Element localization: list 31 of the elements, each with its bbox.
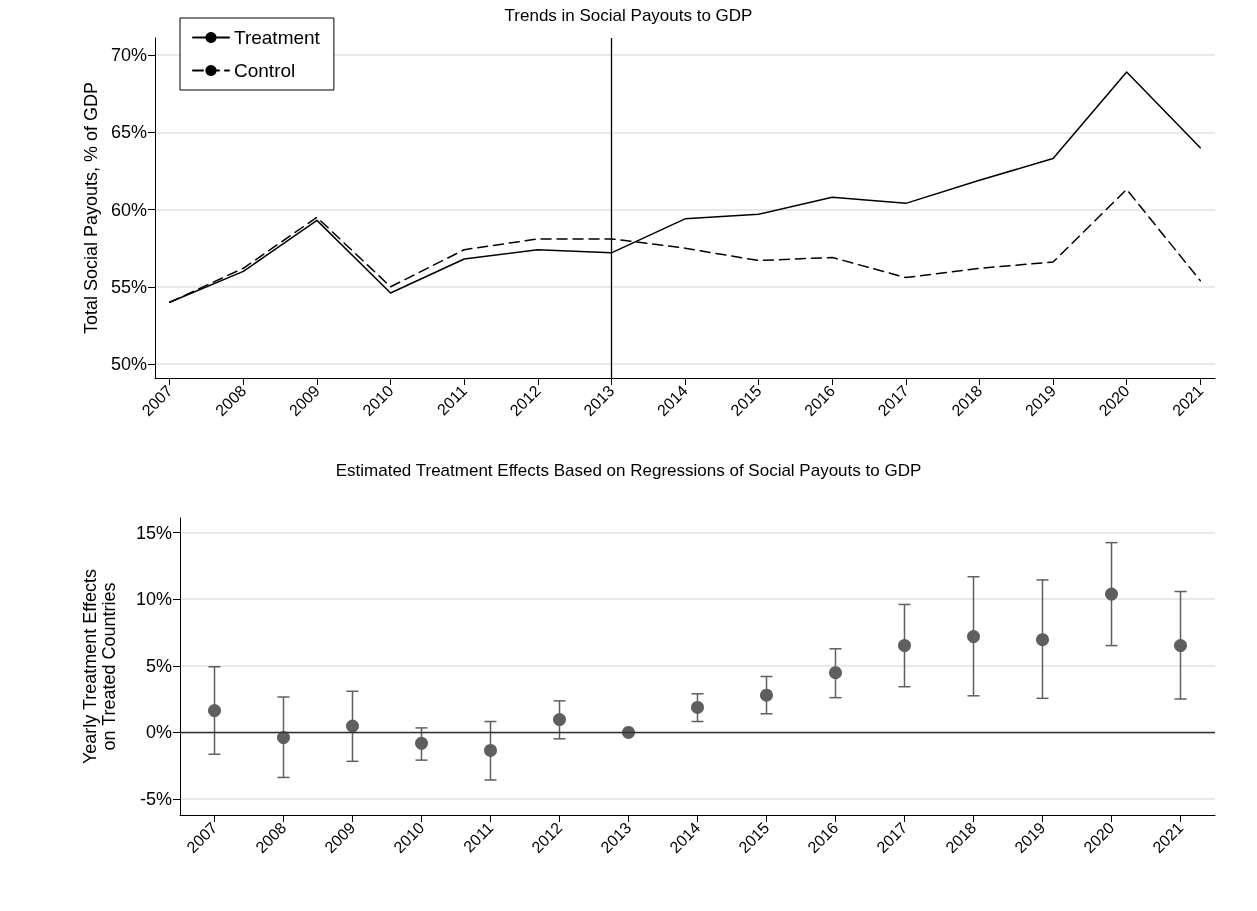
y-tick-label: 65% — [110, 122, 147, 143]
point — [1105, 587, 1118, 601]
y-tick-label: 55% — [110, 276, 147, 297]
point — [415, 736, 428, 750]
y-tick-label: 50% — [110, 354, 147, 375]
y-tick-label: 60% — [110, 199, 147, 220]
y-axis-title: Total Social Payouts, % of GDP — [80, 81, 101, 335]
y-tick-label: 15% — [135, 522, 172, 543]
y-tick-label: 5% — [145, 655, 172, 676]
y-tick-label: 0% — [145, 722, 172, 743]
point — [1174, 639, 1187, 653]
point — [691, 700, 704, 714]
point — [1036, 633, 1049, 647]
point — [277, 731, 290, 745]
point — [346, 719, 359, 733]
y-tick-label: 10% — [135, 589, 172, 610]
y-axis-title: Yearly Treatment Effects on Treated Countries — [79, 568, 119, 765]
point — [760, 688, 773, 702]
point — [553, 713, 566, 726]
chart-title: Trends in Social Payouts to GDP — [504, 6, 753, 25]
point — [898, 639, 911, 653]
point — [484, 743, 497, 757]
chart-title: Estimated Treatment Effects Based on Regressions of Social Payouts to GDP — [335, 461, 922, 480]
point — [208, 704, 221, 718]
point — [967, 630, 980, 644]
y-tick-label: 70% — [110, 45, 147, 65]
y-tick-label: -5% — [139, 789, 172, 810]
legend-label: Control — [234, 60, 296, 81]
point — [622, 725, 635, 739]
point — [829, 666, 842, 680]
legend-label: Treatment — [234, 27, 321, 48]
